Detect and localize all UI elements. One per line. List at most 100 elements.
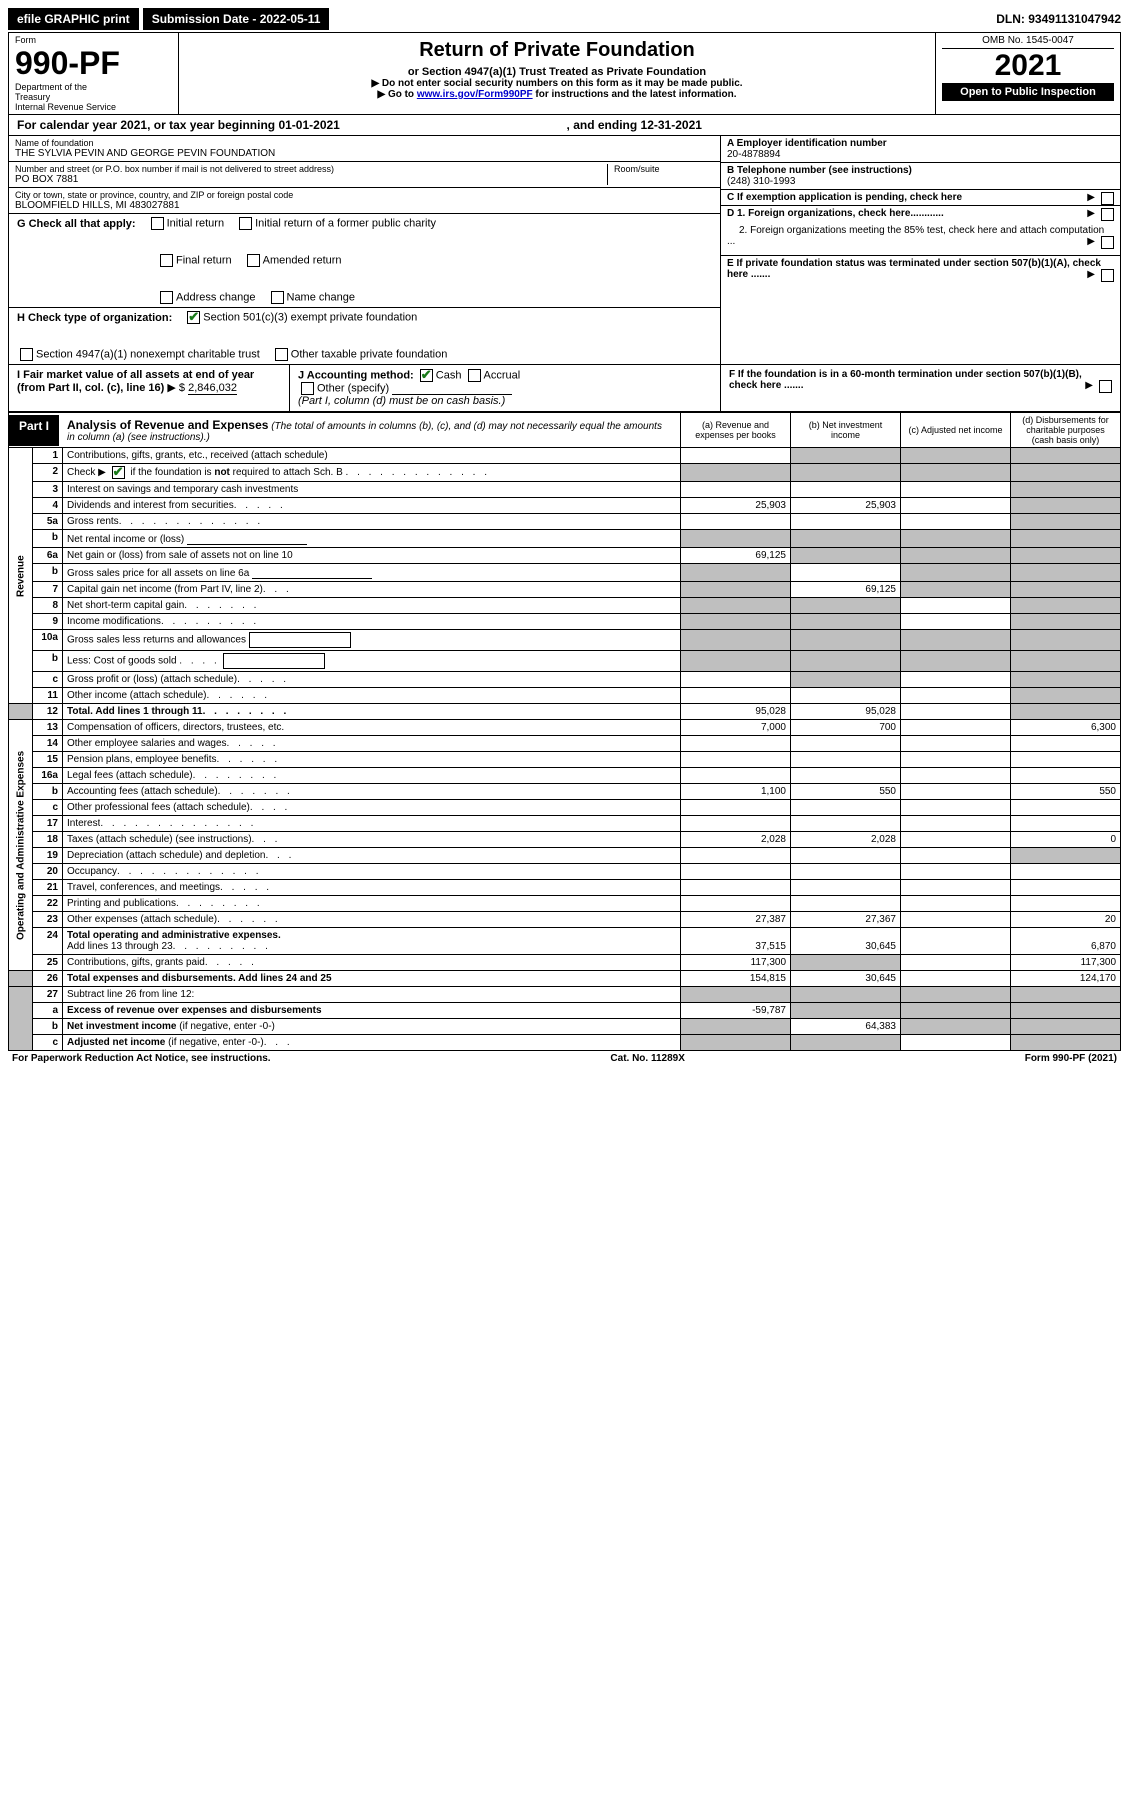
row-18-c	[901, 832, 1011, 848]
d1-label: D 1. Foreign organizations, check here..…	[727, 208, 944, 219]
row-18-b: 2,028	[791, 832, 901, 848]
row-27-a	[681, 987, 791, 1003]
cb-501c3[interactable]	[187, 311, 200, 324]
cb-final[interactable]	[160, 254, 173, 267]
row-2-b	[791, 464, 901, 482]
row-4-b: 25,903	[791, 498, 901, 514]
instructions-link[interactable]: www.irs.gov/Form990PF	[417, 89, 533, 100]
cb-other-method[interactable]	[301, 382, 314, 395]
cb-addr-change[interactable]	[160, 291, 173, 304]
row-22-desc: Printing and publications. . . . . . . .	[63, 896, 681, 912]
row-14-desc: Other employee salaries and wages. . . .…	[63, 736, 681, 752]
cb-initial-former[interactable]	[239, 217, 252, 230]
cb-other-taxable[interactable]	[275, 348, 288, 361]
row-6b-desc: Gross sales price for all assets on line…	[63, 564, 681, 582]
row-21-num: 21	[33, 880, 63, 896]
row-19-c	[901, 848, 1011, 864]
row-5b-c	[901, 530, 1011, 548]
header-title-block: Return of Private Foundation or Section …	[179, 33, 935, 114]
submission-date-button[interactable]: Submission Date - 2022-05-11	[143, 8, 330, 30]
row-7-b: 69,125	[791, 582, 901, 598]
row-21-d	[1011, 880, 1121, 896]
row-10c-num: c	[33, 672, 63, 688]
row-12-vert	[9, 704, 33, 720]
row-25-num: 25	[33, 955, 63, 971]
part-1-title-block: Analysis of Revenue and Expenses (The to…	[59, 415, 680, 446]
cb-cash[interactable]	[420, 369, 433, 382]
row-3-num: 3	[33, 482, 63, 498]
row-6a-c	[901, 548, 1011, 564]
row-20-d	[1011, 864, 1121, 880]
row-8-b	[791, 598, 901, 614]
ein-label: A Employer identification number	[727, 138, 1114, 149]
row-16a-b	[791, 768, 901, 784]
row-27b-d	[1011, 1019, 1121, 1035]
row-27-desc: Subtract line 26 from line 12:	[63, 987, 681, 1003]
cb-amended[interactable]	[247, 254, 260, 267]
phone-value: (248) 310-1993	[727, 176, 1114, 187]
cb-initial[interactable]	[151, 217, 164, 230]
row-10b-b	[791, 651, 901, 672]
row-23-a: 27,387	[681, 912, 791, 928]
row-15-a	[681, 752, 791, 768]
row-10a-d	[1011, 630, 1121, 651]
row-13-num: 13	[33, 720, 63, 736]
row-6b-input[interactable]	[252, 566, 372, 579]
row-10a-num: 10a	[33, 630, 63, 651]
row-26-num: 26	[33, 971, 63, 987]
row-5a-desc: Gross rents. . . . . . . . . . . . .	[63, 514, 681, 530]
row-20-num: 20	[33, 864, 63, 880]
row-5b-b	[791, 530, 901, 548]
row-5b-input[interactable]	[187, 532, 307, 545]
row-27-num: 27	[33, 987, 63, 1003]
row-5b-desc: Net rental income or (loss)	[63, 530, 681, 548]
row-17-num: 17	[33, 816, 63, 832]
cb-exemption-pending[interactable]	[1101, 192, 1114, 205]
efile-button[interactable]: efile GRAPHIC print	[8, 8, 139, 30]
other-specify-input[interactable]	[392, 382, 512, 395]
row-27b-b: 64,383	[791, 1019, 901, 1035]
cb-f[interactable]	[1099, 380, 1112, 393]
footer-left: For Paperwork Reduction Act Notice, see …	[12, 1053, 271, 1064]
dln-label: DLN: 93491131047942	[996, 12, 1121, 26]
g-initial: Initial return	[167, 217, 224, 229]
row-26-b: 30,645	[791, 971, 901, 987]
row-24-num: 24	[33, 928, 63, 955]
row-10a-input[interactable]	[249, 632, 351, 648]
row-10b-input[interactable]	[223, 653, 325, 669]
name-label: Name of foundation	[15, 138, 714, 148]
cb-4947[interactable]	[20, 348, 33, 361]
header-right-block: OMB No. 1545-0047 2021 Open to Public In…	[935, 33, 1120, 114]
row-5a-num: 5a	[33, 514, 63, 530]
row-23-b: 27,367	[791, 912, 901, 928]
row-24-desc: Total operating and administrative expen…	[63, 928, 681, 955]
cb-d2[interactable]	[1101, 236, 1114, 249]
row-23-desc: Other expenses (attach schedule). . . . …	[63, 912, 681, 928]
foundation-name: THE SYLVIA PEVIN AND GEORGE PEVIN FOUNDA…	[15, 148, 714, 159]
h-opt2: Section 4947(a)(1) nonexempt charitable …	[36, 348, 260, 360]
row-6a-num: 6a	[33, 548, 63, 564]
cb-name-change[interactable]	[271, 291, 284, 304]
form-word: Form	[15, 35, 172, 45]
d2-label: 2. Foreign organizations meeting the 85%…	[727, 225, 1104, 247]
row-12-a: 95,028	[681, 704, 791, 720]
row-27c-desc: Adjusted net income (if negative, enter …	[63, 1035, 681, 1051]
row-5b-a	[681, 530, 791, 548]
cal-begin: 01-01-2021	[278, 118, 339, 132]
row-10a-desc: Gross sales less returns and allowances	[63, 630, 681, 651]
cb-accrual[interactable]	[468, 369, 481, 382]
row-10c-a	[681, 672, 791, 688]
row-7-num: 7	[33, 582, 63, 598]
row-5a-c	[901, 514, 1011, 530]
cb-d1[interactable]	[1101, 208, 1114, 221]
cb-e[interactable]	[1101, 269, 1114, 282]
instr-2-pre: ▶ Go to	[377, 89, 416, 100]
row-13-b: 700	[791, 720, 901, 736]
row-17-b	[791, 816, 901, 832]
row-10a-a	[681, 630, 791, 651]
row-22-b	[791, 896, 901, 912]
foundation-city: BLOOMFIELD HILLS, MI 483027881	[15, 200, 714, 211]
row-6b-c	[901, 564, 1011, 582]
row-2-post: if the foundation is not required to att…	[130, 467, 342, 478]
cb-sch-b[interactable]	[112, 466, 125, 479]
